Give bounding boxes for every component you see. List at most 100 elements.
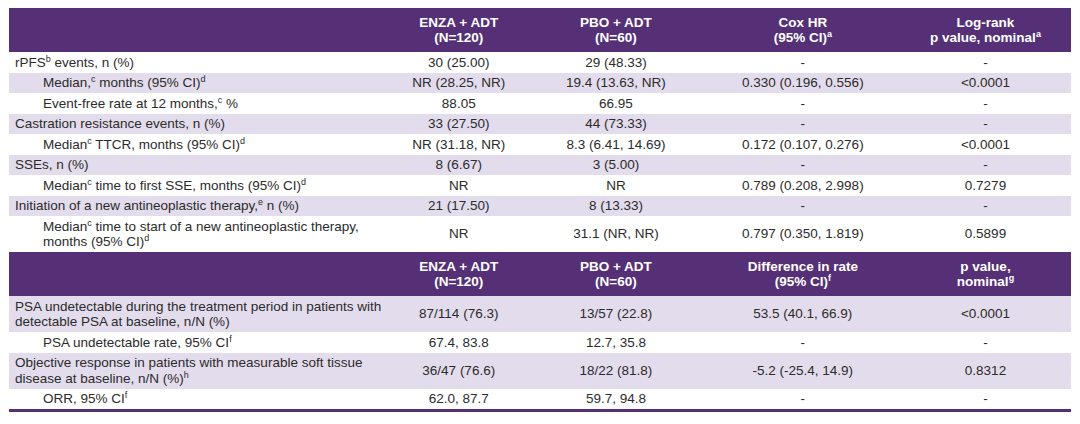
row-label: Median,c months (95% CI)d: [9, 73, 391, 94]
footnote-marker: d: [240, 135, 245, 145]
table-row: PSA undetectable during the treatment pe…: [9, 296, 1071, 332]
table-row: Event-free rate at 12 months,c %88.0566.…: [9, 93, 1071, 114]
cell-value: -: [900, 332, 1071, 353]
footnote-marker: d: [201, 74, 206, 84]
section-2-header-row: ENZA + ADT(N=120)PBO + ADT(N=60)Differen…: [9, 252, 1071, 296]
cell-value: -: [706, 93, 900, 114]
cell-value: -: [706, 155, 900, 176]
cell-value: 88.05: [391, 93, 526, 114]
cell-value: <0.0001: [900, 134, 1071, 155]
cell-value: -: [900, 196, 1071, 217]
cell-value: NR (31.18, NR): [391, 134, 526, 155]
column-header: p value,nominalg: [900, 252, 1071, 296]
table-row: rPFSb events, n (%)30 (25.00)29 (48.33)-…: [9, 52, 1071, 73]
column-header: Log-rankp value, nominala: [900, 8, 1071, 52]
row-label: Medianc time to first SSE, months (95% C…: [9, 175, 391, 196]
row-label: PSA undetectable during the treatment pe…: [9, 296, 391, 332]
cell-value: 3 (5.00): [526, 155, 705, 176]
cell-value: 12.7, 35.8: [526, 332, 705, 353]
table-row: Median,c months (95% CI)dNR (28.25, NR)1…: [9, 73, 1071, 94]
cell-value: -: [706, 389, 900, 411]
column-header: Difference in rate(95% CI)f: [706, 252, 900, 296]
row-label: SSEs, n (%): [9, 155, 391, 176]
cell-value: 29 (48.33): [526, 52, 705, 73]
cell-value: -: [900, 93, 1071, 114]
column-header: PBO + ADT(N=60): [526, 8, 705, 52]
row-label: Medianc TTCR, months (95% CI)d: [9, 134, 391, 155]
row-label: Initiation of a new antineoplastic thera…: [9, 196, 391, 217]
page: ENZA + ADT(N=120)PBO + ADT(N=60)Cox HR(9…: [0, 0, 1080, 424]
cell-value: NR (28.25, NR): [391, 73, 526, 94]
table-row: Initiation of a new antineoplastic thera…: [9, 196, 1071, 217]
cell-value: 13/57 (22.8): [526, 296, 705, 332]
footnote-marker: d: [144, 233, 149, 243]
row-label: ORR, 95% CIf: [9, 389, 391, 411]
footnote-marker: g: [1009, 273, 1015, 283]
column-header-empty: [9, 8, 391, 52]
cell-value: -: [706, 332, 900, 353]
cell-value: 53.5 (40.1, 66.9): [706, 296, 900, 332]
table-row: Medianc time to first SSE, months (95% C…: [9, 175, 1071, 196]
cell-value: -: [900, 114, 1071, 135]
cell-value: <0.0001: [900, 73, 1071, 94]
row-label: PSA undetectable rate, 95% CIf: [9, 332, 391, 353]
footnote-marker: h: [184, 369, 189, 379]
cell-value: 67.4, 83.8: [391, 332, 526, 353]
footnote-marker: c: [87, 217, 92, 227]
cell-value: -: [706, 196, 900, 217]
column-header-empty: [9, 252, 391, 296]
row-label: Castration resistance events, n (%): [9, 114, 391, 135]
cell-value: 0.8312: [900, 353, 1071, 389]
row-label: Medianc time to start of a new antineopl…: [9, 216, 391, 252]
footnote-marker: c: [87, 135, 92, 145]
cell-value: NR: [526, 175, 705, 196]
row-label: Event-free rate at 12 months,c %: [9, 93, 391, 114]
cell-value: 87/114 (76.3): [391, 296, 526, 332]
cell-value: 62.0, 87.7: [391, 389, 526, 411]
cell-value: 31.1 (NR, NR): [526, 216, 705, 252]
column-header: Cox HR(95% CI)a: [706, 8, 900, 52]
cell-value: 66.95: [526, 93, 705, 114]
results-table: ENZA + ADT(N=120)PBO + ADT(N=60)Cox HR(9…: [9, 8, 1071, 412]
cell-value: -: [900, 155, 1071, 176]
footnote-marker: f: [125, 390, 128, 400]
cell-value: -: [900, 389, 1071, 411]
cell-value: 0.5899: [900, 216, 1071, 252]
table-row: Objective response in patients with meas…: [9, 353, 1071, 389]
table-row: Medianc time to start of a new antineopl…: [9, 216, 1071, 252]
cell-value: <0.0001: [900, 296, 1071, 332]
cell-value: 44 (73.33): [526, 114, 705, 135]
footnote-marker: c: [91, 74, 96, 84]
cell-value: 30 (25.00): [391, 52, 526, 73]
cell-value: 33 (27.50): [391, 114, 526, 135]
cell-value: 18/22 (81.8): [526, 353, 705, 389]
footnote-marker: e: [258, 197, 263, 207]
cell-value: -: [706, 52, 900, 73]
row-label: Objective response in patients with meas…: [9, 353, 391, 389]
cell-value: 0.797 (0.350, 1.819): [706, 216, 900, 252]
footnote-marker: a: [1036, 29, 1041, 39]
cell-value: 8 (13.33): [526, 196, 705, 217]
footnote-marker: c: [87, 176, 92, 186]
table-row: PSA undetectable rate, 95% CIf67.4, 83.8…: [9, 332, 1071, 353]
footnote-marker: f: [229, 333, 232, 343]
cell-value: 0.789 (0.208, 2.998): [706, 175, 900, 196]
cell-value: -: [706, 114, 900, 135]
cell-value: 0.172 (0.107, 0.276): [706, 134, 900, 155]
table-row: SSEs, n (%)8 (6.67)3 (5.00)--: [9, 155, 1071, 176]
results-table-body: ENZA + ADT(N=120)PBO + ADT(N=60)Cox HR(9…: [9, 8, 1071, 411]
cell-value: 36/47 (76.6): [391, 353, 526, 389]
cell-value: 0.7279: [900, 175, 1071, 196]
footnote-marker: f: [828, 273, 831, 283]
footnote-marker: b: [46, 53, 51, 63]
table-row: ORR, 95% CIf62.0, 87.759.7, 94.8--: [9, 389, 1071, 411]
cell-value: NR: [391, 216, 526, 252]
cell-value: -5.2 (-25.4, 14.9): [706, 353, 900, 389]
row-label: rPFSb events, n (%): [9, 52, 391, 73]
cell-value: 21 (17.50): [391, 196, 526, 217]
cell-value: 8 (6.67): [391, 155, 526, 176]
footnote-marker: c: [218, 94, 223, 104]
column-header: ENZA + ADT(N=120): [391, 8, 526, 52]
cell-value: 8.3 (6.41, 14.69): [526, 134, 705, 155]
table-row: Castration resistance events, n (%)33 (2…: [9, 114, 1071, 135]
